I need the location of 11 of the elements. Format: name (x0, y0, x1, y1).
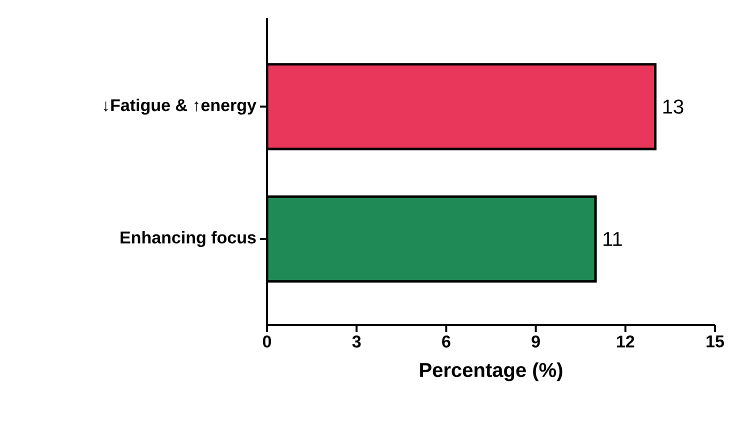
x-axis-title: Percentage (%) (420, 362, 562, 382)
x-tick-label: 9 (532, 336, 540, 348)
x-tick-label: 3 (352, 336, 361, 348)
y-tick-label: ↓Fatigue & ↑energy (104, 98, 256, 115)
x-tick-label: 15 (706, 336, 724, 348)
data-label: 13 (663, 100, 684, 114)
data-label: 11 (604, 232, 622, 246)
x-tick-label: 0 (262, 336, 272, 348)
y-tick-label: Enhancing focus (120, 231, 256, 247)
x-tick-label: 12 (617, 336, 634, 348)
x-tick-label: 6 (442, 336, 450, 348)
